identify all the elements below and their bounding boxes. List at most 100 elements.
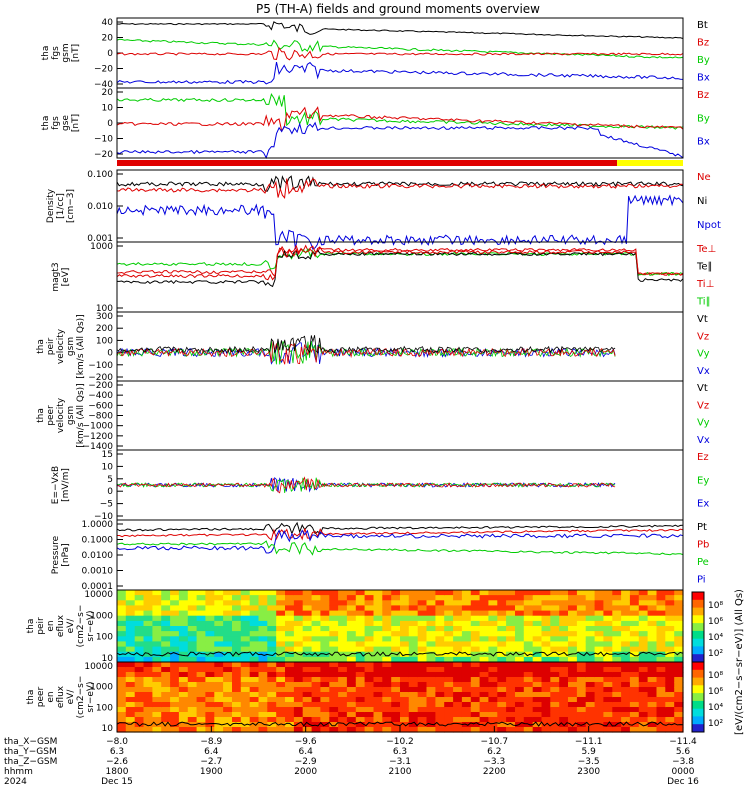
spectrogram-cell — [391, 687, 401, 693]
spectrogram-cell — [594, 707, 604, 713]
spectrogram-cell — [293, 626, 304, 632]
spectrogram-cell — [364, 702, 374, 708]
spectrogram-cell — [612, 605, 622, 612]
spectrogram-cell — [170, 682, 180, 688]
spectrogram-cell — [461, 677, 472, 683]
spectrogram-cell — [346, 615, 357, 622]
series-Te-perp — [116, 246, 684, 281]
spectrogram-cell — [497, 692, 507, 698]
spectrogram-cell — [346, 620, 357, 627]
spectrogram-cell — [461, 687, 472, 693]
spectrogram-cell — [364, 641, 374, 648]
spectrogram-cell — [338, 707, 348, 713]
spectrogram-cell — [479, 672, 489, 678]
spectrogram-cell — [293, 682, 304, 688]
spectrogram-cell — [125, 667, 136, 673]
spectrogram-cell — [488, 672, 498, 678]
ylabel-line: Pressure — [51, 535, 61, 574]
legend-Te∥: Te∥ — [696, 262, 713, 273]
spectrogram-cell — [488, 595, 498, 601]
spectrogram-cell — [506, 687, 516, 693]
spectrogram-cell — [125, 692, 136, 698]
spectrogram-cell — [665, 626, 675, 632]
spectrogram-cell — [382, 651, 392, 658]
spectrogram-cell — [656, 677, 666, 683]
spectrogram-cell — [585, 600, 596, 606]
spectrogram-cell — [470, 692, 481, 698]
spectrogram-cell — [497, 717, 507, 723]
spectrogram-cell — [338, 636, 348, 642]
spectrogram-cell — [594, 697, 604, 703]
legend-Vx: Vx — [697, 366, 710, 377]
spectrogram-cell — [453, 646, 463, 653]
spectrogram-cell — [435, 590, 445, 596]
spectrogram-cell — [276, 595, 286, 601]
x-axis-z-label: −2.9 — [295, 757, 317, 767]
spectrogram-cell — [391, 677, 401, 683]
spectrogram-cell — [258, 656, 268, 663]
spectrogram-cell — [408, 595, 419, 601]
spectrogram-cell — [568, 646, 578, 653]
spectrogram-cell — [506, 697, 516, 703]
y-tick-label: 100 — [96, 304, 113, 314]
spectrogram-cell — [134, 662, 145, 668]
spectrogram-cell — [293, 610, 304, 617]
spectrogram-cell — [178, 672, 189, 678]
spectrogram-cell — [178, 667, 189, 673]
spectrogram-cell — [506, 615, 516, 622]
spectrogram-cell — [585, 697, 596, 703]
spectrogram-cell — [461, 631, 472, 637]
spectrogram-cell — [240, 631, 251, 637]
spectrogram-cell — [638, 610, 649, 617]
spectrogram-cell — [355, 662, 366, 668]
spectrogram-cell — [400, 697, 410, 703]
spectrogram-cell — [523, 590, 534, 596]
spectrogram-cell — [338, 692, 348, 698]
spectrogram-cell — [444, 610, 454, 617]
spectrogram-cell — [444, 677, 454, 683]
spectrogram-cell — [391, 620, 401, 627]
spectrogram-cell — [178, 636, 189, 642]
spectrogram-cell — [453, 595, 463, 601]
spectrogram-cell — [373, 717, 383, 723]
spectrogram-cell — [232, 672, 242, 678]
spectrogram-cell — [232, 620, 242, 627]
spectrogram-cell — [205, 662, 215, 668]
spectrogram-cell — [293, 667, 304, 673]
spectrogram-cell — [594, 631, 604, 637]
spectrogram-cell — [541, 610, 551, 617]
spectrogram-cell — [585, 687, 596, 693]
spectrogram-cell — [302, 712, 313, 718]
spectrogram-cell — [232, 687, 242, 693]
spectrogram-cell — [276, 667, 286, 673]
spectrogram-cell — [523, 641, 534, 648]
spectrogram-cell — [435, 712, 445, 718]
spectrogram-cell — [559, 631, 569, 637]
spectrogram-cell — [285, 626, 295, 632]
spectrogram-cell — [400, 667, 410, 673]
spectrogram-cell — [355, 646, 366, 653]
x-axis-y-label: 6.4 — [299, 747, 314, 757]
spectrogram-cell — [647, 702, 657, 708]
spectrogram-cell — [205, 707, 215, 713]
spectrogram-cell — [152, 717, 162, 723]
spectrogram-cell — [152, 697, 162, 703]
spectrogram-cell — [497, 651, 507, 658]
spectrogram-cell — [373, 636, 383, 642]
y-tick-label: 40 — [102, 18, 114, 28]
spectrogram-cell — [276, 646, 286, 653]
spectrogram-cell — [161, 702, 171, 708]
spectrogram-cell — [674, 727, 684, 733]
spectrogram-cell — [497, 636, 507, 642]
spectrogram-cell — [161, 641, 171, 648]
spectrogram-cell — [152, 595, 162, 601]
spectrogram-cell — [408, 600, 419, 606]
spectrogram-cell — [426, 636, 436, 642]
spectrogram-cell — [391, 605, 401, 612]
spectrogram-cell — [461, 641, 472, 648]
spectrogram-cell — [152, 702, 162, 708]
spectrogram-cell — [311, 610, 321, 617]
spectrogram-cell — [196, 620, 206, 627]
spectrogram-cell — [674, 667, 684, 673]
spectrogram-cell — [267, 615, 277, 622]
